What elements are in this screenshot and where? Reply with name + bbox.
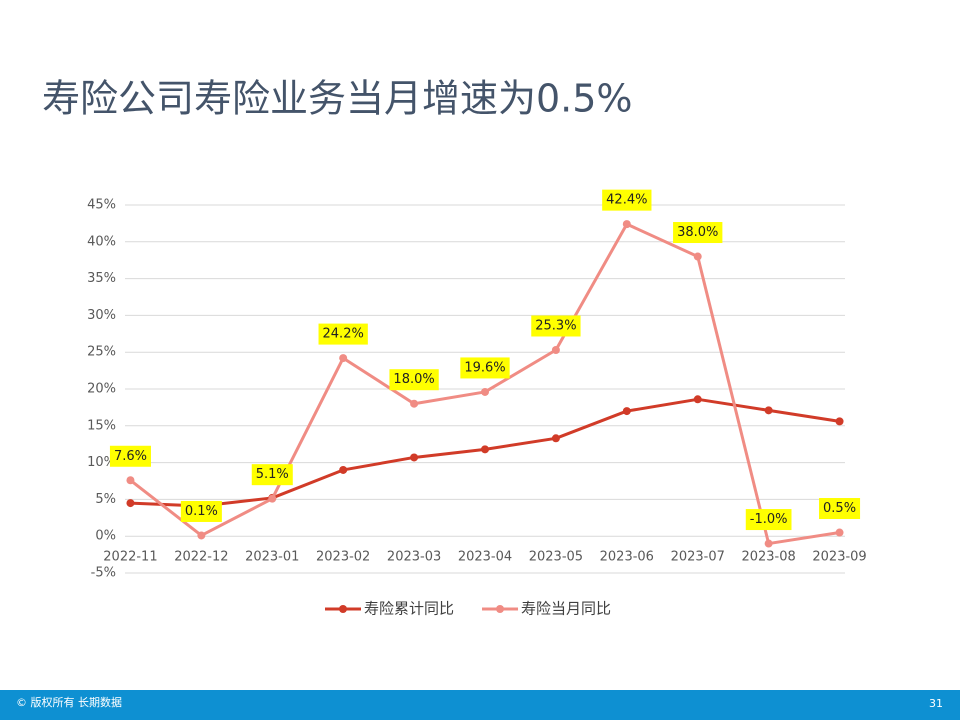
data-label-group: 38.0% <box>673 222 723 244</box>
x-tick-label: 2023-01 <box>245 550 299 565</box>
page-number: 31 <box>929 697 943 710</box>
data-label: 19.6% <box>464 360 505 375</box>
x-tick-label: 2023-06 <box>600 550 654 565</box>
data-label-group: 25.3% <box>531 315 581 337</box>
data-label-bg <box>109 445 151 467</box>
data-label: 5.1% <box>256 467 289 482</box>
data-label-bg <box>819 498 861 520</box>
data-point <box>835 528 844 537</box>
y-tick-label: 35% <box>87 271 116 286</box>
legend-marker <box>339 605 347 613</box>
x-tick-label: 2023-03 <box>387 550 441 565</box>
data-label: 25.3% <box>535 318 576 333</box>
y-tick-label: 40% <box>87 234 116 249</box>
y-tick-label: 0% <box>95 529 116 544</box>
x-tick-label: 2023-07 <box>671 550 725 565</box>
data-label-bg <box>531 315 581 337</box>
y-tick-label: 30% <box>87 308 116 323</box>
data-label: 0.1% <box>185 504 218 519</box>
data-point <box>481 387 489 396</box>
data-label-bg <box>602 189 652 211</box>
data-label: 42.4% <box>606 193 647 208</box>
x-tick-label: 2023-09 <box>812 550 866 565</box>
x-tick-label: 2022-11 <box>103 550 157 565</box>
x-tick-label: 2022-12 <box>174 550 228 565</box>
data-label-bg <box>180 500 222 522</box>
x-tick-label: 2023-08 <box>741 550 795 565</box>
legend-marker <box>496 605 505 613</box>
data-label-group: 0.5% <box>819 498 861 520</box>
data-label-bg <box>673 222 723 244</box>
y-tick-label: 25% <box>87 345 116 360</box>
data-label: 7.6% <box>114 449 147 464</box>
data-point <box>339 354 348 363</box>
data-label: 0.5% <box>823 501 856 516</box>
data-label-bg <box>745 509 792 531</box>
x-tick-label: 2023-02 <box>316 550 370 565</box>
data-point <box>835 417 844 426</box>
data-label-bg <box>460 357 510 379</box>
data-label-group: 5.1% <box>251 464 293 486</box>
data-label-group: 19.6% <box>460 357 510 379</box>
y-tick-label: 20% <box>87 382 116 397</box>
data-point <box>693 395 702 404</box>
x-tick-label: 2023-05 <box>529 550 583 565</box>
data-point <box>481 445 489 454</box>
y-tick-label: 15% <box>87 418 116 433</box>
y-tick-label: 10% <box>87 455 116 470</box>
y-tick-label: -5% <box>91 566 116 581</box>
data-point <box>126 476 135 485</box>
data-label-group: 7.6% <box>109 445 151 467</box>
data-label: 18.0% <box>393 372 434 387</box>
data-point <box>764 406 773 415</box>
data-point <box>126 499 135 508</box>
data-label-bg <box>318 323 368 345</box>
data-point <box>410 453 419 462</box>
data-point <box>622 220 631 229</box>
legend-label: 寿险累计同比 <box>364 600 454 618</box>
data-label-bg <box>389 369 439 391</box>
data-label-group: -1.0% <box>745 509 792 531</box>
data-point <box>268 494 277 503</box>
x-tick-label: 2023-04 <box>458 550 512 565</box>
data-label: -1.0% <box>750 512 788 527</box>
data-label-group: 42.4% <box>602 189 652 211</box>
data-label-bg <box>251 464 293 486</box>
data-label-group: 0.1% <box>180 500 222 522</box>
data-point <box>764 539 773 548</box>
data-point <box>410 399 419 408</box>
legend-label: 寿险当月同比 <box>521 600 611 618</box>
y-tick-label: 5% <box>95 492 116 507</box>
data-point <box>622 407 631 416</box>
footer-copyright: © 版权所有 长期数据 <box>16 695 122 709</box>
data-label-group: 18.0% <box>389 369 439 391</box>
data-point <box>551 434 560 443</box>
footer-bar <box>0 690 960 720</box>
data-point <box>197 531 206 540</box>
slide-title: 寿险公司寿险业务当月增速为0.5% <box>42 77 633 121</box>
data-point <box>551 345 560 354</box>
data-label-group: 24.2% <box>318 323 368 345</box>
data-label: 24.2% <box>323 327 364 342</box>
data-point <box>339 465 348 474</box>
data-point <box>693 252 702 261</box>
y-tick-label: 45% <box>87 198 116 213</box>
data-label: 38.0% <box>677 225 718 240</box>
